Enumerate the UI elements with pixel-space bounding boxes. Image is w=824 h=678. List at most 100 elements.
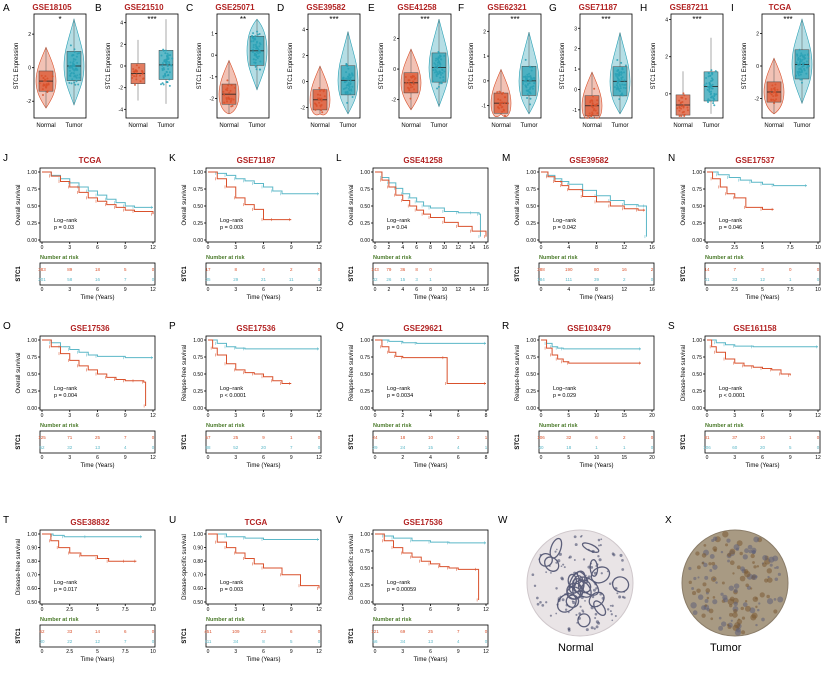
tumor-point: [350, 89, 353, 92]
normal-nucleus: [585, 628, 589, 632]
normal-point: [227, 96, 230, 99]
risk-low-count: 21: [261, 277, 267, 282]
y-tick-label: 2: [483, 29, 486, 35]
risk-low-count: 7: [124, 639, 127, 644]
risk-low-count: 0: [817, 445, 820, 450]
normal-point: [594, 109, 597, 112]
normal-point: [45, 86, 48, 89]
risk-table-header: Number at risk: [705, 423, 744, 429]
tumor-point: [73, 69, 76, 72]
normal-point: [226, 100, 229, 103]
x-tick-label: 0: [41, 245, 44, 251]
tumor-stain-spot: [740, 606, 744, 611]
panel-title-T: GSE38832: [70, 518, 110, 527]
tumor-point: [345, 71, 348, 74]
x-tick-label: 6: [761, 413, 764, 419]
tumor-point: [616, 86, 619, 89]
tumor-point: [617, 80, 620, 83]
risk-x-tick-label: 0: [540, 287, 543, 293]
risk-low-count: 34: [400, 639, 406, 644]
tumor-stain-spot: [720, 592, 724, 596]
normal-nucleus: [595, 565, 598, 567]
tumor-stain-spot: [742, 602, 748, 607]
normal-point: [230, 84, 233, 87]
y-axis-label: Disease-free survival: [681, 345, 687, 401]
risk-x-tick-label: 6: [429, 649, 432, 655]
tumor-point: [616, 73, 619, 76]
tumor-point: [617, 78, 620, 81]
y-tick-label: 0.25: [193, 221, 203, 227]
risk-low-count: 16: [95, 277, 101, 282]
normal-point: [314, 108, 317, 111]
tumor-point: [70, 71, 73, 74]
normal-nucleus: [570, 585, 573, 588]
tumor-point: [167, 67, 170, 70]
logrank-label: Log−rank: [54, 218, 77, 224]
risk-high-count: 2: [651, 267, 654, 272]
risk-x-tick-label: 3: [68, 455, 71, 461]
risk-high-count: 14: [704, 267, 710, 272]
plot-frame: [488, 13, 542, 119]
x-tick-label: 2: [401, 413, 404, 419]
tumor-point: [798, 68, 801, 71]
y-tick-label: 4: [665, 18, 668, 24]
x-tick-label: 12: [316, 413, 322, 419]
risk-table-frame: [372, 262, 489, 286]
tumor-point: [800, 52, 803, 55]
normal-nucleus: [594, 612, 598, 616]
tumor-point: [166, 81, 169, 84]
significance-label: ***: [147, 15, 156, 24]
tumor-point: [525, 80, 528, 83]
normal-point: [319, 105, 322, 108]
tumor-point: [442, 79, 445, 82]
tumor-point: [804, 54, 807, 57]
normal-nucleus: [595, 587, 598, 590]
tumor-stain-spot: [753, 536, 760, 543]
risk-high-count: 1: [485, 435, 488, 440]
y-tick-label: 0.75: [692, 355, 702, 361]
risk-low-count: 22: [67, 639, 73, 644]
x-tick-label: 5: [567, 413, 570, 419]
risk-group-label: STC1: [16, 434, 22, 450]
panel-label-V: V: [336, 515, 343, 526]
tumor-point: [531, 66, 534, 69]
tumor-point: [69, 66, 72, 69]
normal-point: [593, 104, 596, 107]
tumor-point: [68, 69, 71, 72]
tumor-stain-spot: [701, 613, 706, 618]
x-label-normal: Normal: [673, 123, 692, 129]
normal-nucleus: [574, 543, 578, 547]
normal-point: [232, 98, 235, 101]
risk-low-count: 40: [538, 445, 544, 450]
normal-point: [316, 93, 319, 96]
normal-point: [133, 71, 136, 74]
tumor-stain-spot: [712, 578, 716, 581]
risk-table-header: Number at risk: [373, 617, 412, 623]
normal-point: [41, 94, 44, 97]
risk-high-count: 7: [124, 435, 127, 440]
tumor-point: [164, 49, 167, 52]
tumor-point: [72, 72, 75, 75]
y-tick-label: 0.75: [692, 187, 702, 193]
normal-nucleus: [556, 603, 559, 606]
normal-nucleus: [590, 562, 592, 565]
y-tick-label: -2: [210, 97, 215, 103]
normal-point: [44, 78, 47, 81]
risk-x-tick-label: 12: [455, 287, 461, 293]
normal-point: [502, 109, 505, 112]
tumor-point: [703, 84, 706, 87]
normal-nucleus: [597, 555, 600, 558]
tumor-point: [526, 75, 529, 78]
normal-nucleus: [555, 561, 558, 564]
tumor-stain-spot: [729, 560, 735, 566]
tumor-point: [801, 70, 804, 73]
tumor-point: [529, 65, 532, 68]
tumor-stain-spot: [720, 621, 727, 627]
tumor-point: [436, 64, 439, 67]
tumor-point: [256, 40, 259, 43]
normal-point: [591, 111, 594, 114]
y-tick-label: 0.00: [692, 238, 702, 244]
risk-high-count: 23: [261, 629, 267, 634]
normal-point: [680, 115, 683, 117]
normal-point: [776, 94, 779, 97]
